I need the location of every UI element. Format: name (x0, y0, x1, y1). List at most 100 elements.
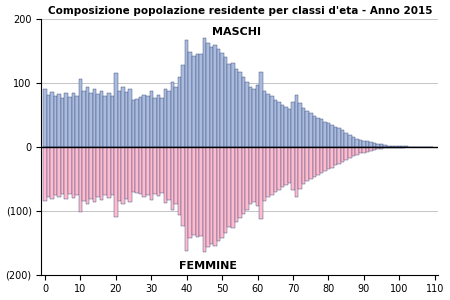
Bar (376, 147, 380, 149)
Bar (316, 147, 320, 175)
Bar (54, 147, 57, 196)
Bar (111, 147, 114, 195)
Bar (206, 147, 210, 247)
Bar (238, 147, 242, 218)
Bar (57, 94, 61, 147)
Bar (121, 147, 125, 204)
Bar (68, 147, 72, 194)
Bar (93, 147, 96, 202)
Bar (114, 74, 117, 147)
Bar (295, 147, 298, 197)
Bar (387, 146, 391, 147)
Bar (391, 146, 394, 147)
Bar (196, 147, 199, 237)
Bar (117, 147, 121, 201)
Bar (167, 147, 171, 200)
Bar (47, 147, 50, 197)
Bar (68, 97, 72, 147)
Bar (104, 147, 107, 196)
Bar (132, 147, 135, 192)
Bar (373, 147, 376, 150)
Bar (351, 137, 355, 147)
Bar (89, 147, 93, 199)
Bar (320, 147, 323, 173)
Bar (252, 89, 256, 147)
Bar (47, 94, 50, 147)
Bar (245, 147, 249, 209)
Bar (72, 93, 75, 147)
Bar (220, 147, 224, 238)
Bar (366, 141, 369, 147)
Bar (160, 147, 164, 193)
Bar (75, 96, 79, 147)
Bar (320, 119, 323, 147)
Bar (220, 53, 224, 147)
Bar (341, 147, 344, 162)
Bar (355, 147, 359, 154)
Bar (316, 118, 320, 147)
Bar (139, 147, 142, 194)
Bar (142, 147, 146, 197)
Bar (274, 147, 277, 192)
Bar (146, 96, 149, 147)
Bar (234, 147, 238, 222)
Bar (210, 46, 213, 147)
Bar (167, 91, 171, 147)
Bar (369, 147, 373, 151)
Bar (54, 96, 57, 147)
Bar (394, 147, 398, 148)
Bar (309, 113, 313, 147)
Bar (249, 87, 252, 147)
Bar (242, 147, 245, 214)
Bar (43, 89, 47, 147)
Bar (181, 65, 185, 147)
Bar (401, 146, 405, 147)
Bar (164, 89, 167, 147)
Bar (117, 91, 121, 147)
Bar (171, 147, 174, 209)
Bar (249, 147, 252, 204)
Bar (107, 93, 111, 147)
Bar (383, 147, 387, 148)
Bar (391, 147, 394, 148)
Bar (334, 127, 338, 147)
Bar (192, 147, 196, 235)
Bar (104, 96, 107, 147)
Bar (327, 123, 330, 147)
Bar (86, 88, 89, 147)
Bar (82, 147, 86, 201)
Bar (284, 147, 288, 185)
Bar (64, 93, 68, 147)
Bar (228, 147, 231, 227)
Bar (281, 105, 284, 147)
Bar (224, 58, 228, 147)
Bar (380, 147, 383, 149)
Bar (206, 44, 210, 147)
Bar (259, 147, 263, 219)
Bar (146, 147, 149, 195)
Bar (327, 147, 330, 169)
Bar (306, 147, 309, 181)
Bar (355, 139, 359, 147)
Bar (302, 108, 306, 147)
Bar (298, 147, 302, 189)
Bar (313, 116, 316, 147)
Bar (135, 147, 139, 193)
Text: FEMMINE: FEMMINE (179, 261, 237, 271)
Bar (401, 147, 405, 148)
Bar (153, 147, 157, 194)
Bar (266, 94, 270, 147)
Bar (242, 76, 245, 147)
Bar (213, 147, 217, 246)
Bar (338, 128, 341, 147)
Bar (61, 98, 64, 147)
Bar (171, 82, 174, 147)
Bar (72, 147, 75, 198)
Bar (387, 147, 391, 148)
Bar (288, 147, 291, 183)
Bar (362, 140, 366, 147)
Bar (245, 82, 249, 147)
Bar (288, 109, 291, 147)
Bar (263, 91, 266, 147)
Bar (359, 147, 362, 153)
